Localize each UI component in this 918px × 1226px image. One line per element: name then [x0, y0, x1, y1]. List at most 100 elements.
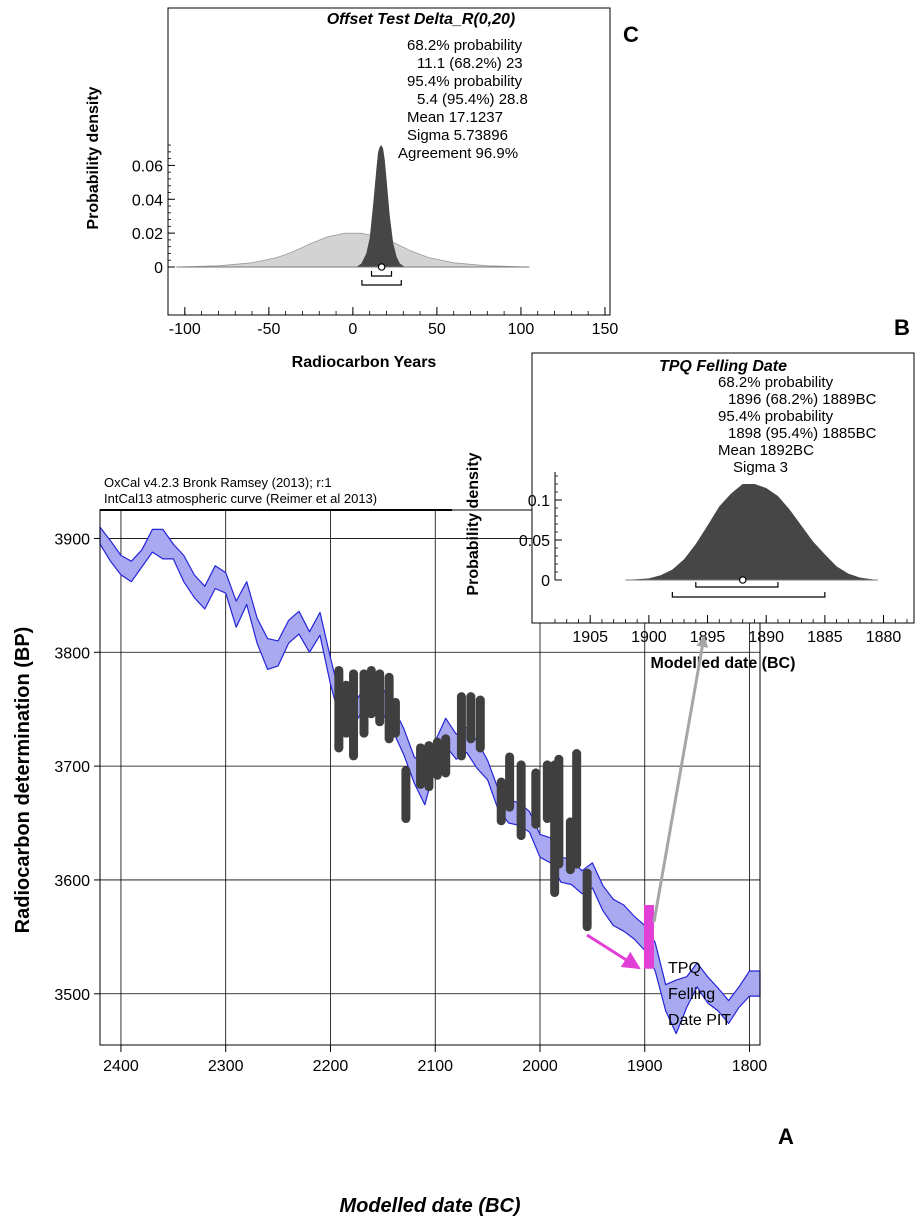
- panel-c-y-tick-label: 0: [154, 260, 163, 277]
- radiocarbon-measurement-bar: [341, 680, 351, 738]
- panel-c-stat-2: 11.1 (68.2%) 23: [417, 55, 523, 72]
- radiocarbon-measurement-bar: [582, 868, 592, 932]
- pit-to-panel-b-arrow: [652, 635, 709, 923]
- panel-b-stat-4: 1898 (95.4%) 1885BC: [728, 425, 877, 442]
- radiocarbon-measurement-bar: [531, 768, 541, 829]
- panel-b-x-tick-label: 1905: [572, 629, 608, 646]
- panel-a-y-tick-label: 3600: [54, 873, 90, 890]
- panel-a-x-tick-label: 2000: [522, 1058, 558, 1075]
- panel-b-range-68-bracket: [695, 582, 779, 588]
- radiocarbon-measurement-bar: [466, 692, 476, 744]
- panel-a-x-tick-label: 2200: [313, 1058, 349, 1075]
- panel-a-x-tick-label: 2300: [208, 1058, 244, 1075]
- panel-a-x-tick-label: 1800: [732, 1058, 768, 1075]
- radiocarbon-measurement-bar: [572, 749, 582, 869]
- panel-c-stat-5: Mean 17.1237: [407, 109, 503, 126]
- panel-b-stat-3: 95.4% probability: [718, 408, 834, 425]
- panel-a-y-tick-label: 3800: [54, 645, 90, 662]
- panel-a-y-tick-label: 3500: [54, 987, 90, 1004]
- panel-b-stat-6: Sigma 3: [733, 459, 788, 476]
- panel-c-mean-marker: [377, 263, 386, 271]
- panel-c-x-tick-label: 0: [348, 321, 357, 338]
- radiocarbon-measurement-bar: [366, 665, 376, 719]
- pit-pointer-arrow: [586, 933, 641, 970]
- panel-b-x-axis-title: Modelled date (BC): [651, 655, 796, 672]
- radiocarbon-measurement-bar: [475, 695, 485, 753]
- radiocarbon-measurement-bar: [456, 692, 466, 761]
- panel-b-range-95-bracket: [671, 592, 826, 598]
- panel-b-stat-2: 1896 (68.2%) 1889BC: [728, 391, 877, 408]
- panel-b-x-tick-label: 1890: [748, 629, 784, 646]
- pit-label-line-3: Date PIT: [668, 1012, 731, 1029]
- panel-b-mean-marker: [738, 576, 747, 584]
- radiocarbon-measurement-bar: [496, 777, 506, 826]
- panel-c-prior-distribution: [176, 232, 530, 268]
- panel-c-y-tick-label: 0.06: [132, 158, 163, 175]
- panel-b-x-tick-label: 1895: [690, 629, 726, 646]
- panel-a-axes: 2400 2300 2200 2100 2000 1900 1800 3500 3600 3700…: [54, 531, 767, 1075]
- panel-b-x-tick-label: 1885: [807, 629, 843, 646]
- panel-b-y-tick-label: 0.1: [528, 493, 550, 510]
- panel-b-title: TPQ Felling Date: [659, 358, 787, 375]
- panel-a-measurement-layer: [334, 665, 654, 969]
- panel-b-letter: B: [894, 315, 910, 340]
- panel-c-stat-4: 5.4 (95.4%) 28.8: [417, 91, 528, 108]
- panel-b-stat-5: Mean 1892BC: [718, 442, 814, 459]
- panel-b-y-tick-label: 0.05: [519, 533, 550, 550]
- panel-a-y-axis-title: Radiocarbon determination (BP): [12, 627, 34, 934]
- panel-c-x-tick-label: 100: [508, 321, 535, 338]
- panel-a-header-line-2: IntCal13 atmospheric curve (Reimer et al…: [104, 491, 377, 506]
- panel-b-x-tick-label: 1880: [866, 629, 902, 646]
- panel-c-stat-3: 95.4% probability: [407, 73, 523, 90]
- pit-label-line-2: Felling: [668, 986, 715, 1003]
- radiocarbon-measurement-bar: [401, 766, 411, 824]
- panel-a-y-tick-label: 3900: [54, 531, 90, 548]
- panel-c-plot: 0 0.02 0.04 0.06 -100 -50 0 50 100 150: [132, 140, 619, 338]
- panel-c: 0 0.02 0.04 0.06 -100 -50 0 50 100 150 Offset Tes…: [85, 7, 639, 371]
- panel-b-y-axis-title: Probability density: [465, 452, 482, 595]
- panel-a-header-line-1: OxCal v4.2.3 Bronk Ramsey (2013); r:1: [104, 475, 332, 490]
- panel-a-x-tick-label: 2400: [103, 1058, 139, 1075]
- panel-c-x-axis-title: Radiocarbon Years: [292, 354, 437, 371]
- radiocarbon-measurement-bar: [432, 737, 442, 780]
- panel-c-x-tick-label: -100: [169, 321, 201, 338]
- panel-c-y-tick-label: 0.02: [132, 226, 163, 243]
- panel-c-letter: C: [623, 22, 639, 47]
- pit-label-line-1: TPQ: [668, 960, 701, 977]
- radiocarbon-measurement-bar: [441, 734, 451, 778]
- panel-c-x-tick-label: -50: [257, 321, 280, 338]
- radiocarbon-measurement-bar: [516, 760, 526, 841]
- panel-c-stat-1: 68.2% probability: [407, 37, 523, 54]
- panel-b: 0 0.05 0.1 1905 1900 1895 1890 1885 1880 TPQ Fel…: [465, 315, 915, 672]
- tpq-felling-date-pit-bar: [643, 904, 654, 969]
- radiocarbon-measurement-bar: [416, 743, 426, 789]
- panel-c-y-axis-title: Probability density: [85, 86, 102, 229]
- panel-a-letter: A: [778, 1124, 794, 1149]
- panel-c-posterior-distribution: [356, 145, 405, 267]
- panel-c-range-95-bracket: [361, 280, 402, 286]
- panel-a: 2400 2300 2200 2100 2000 1900 1800 3500 3600 3700…: [12, 475, 794, 1217]
- radiocarbon-measurement-bar: [390, 697, 400, 738]
- panel-c-stat-7: Agreement 96.9%: [398, 145, 518, 162]
- panel-c-y-tick-label: 0.04: [132, 192, 163, 209]
- panel-c-plot-frame: [167, 7, 611, 316]
- panel-c-stat-6: Sigma 5.73896: [407, 127, 508, 144]
- panel-b-x-tick-label: 1900: [631, 629, 667, 646]
- panel-c-x-tick-label: 150: [592, 321, 619, 338]
- panel-a-x-axis-title: Modelled date (BC): [339, 1195, 520, 1217]
- panel-b-stat-1: 68.2% probability: [718, 374, 834, 391]
- radiocarbon-measurement-bar: [542, 760, 552, 824]
- panel-a-x-tick-label: 2100: [417, 1058, 453, 1075]
- radiocarbon-measurement-bar: [375, 669, 385, 727]
- panel-b-y-tick-label: 0: [541, 573, 550, 590]
- radiocarbon-measurement-bar: [554, 754, 564, 869]
- radiocarbon-measurement-bar: [424, 741, 434, 792]
- panel-a-x-tick-label: 1900: [627, 1058, 663, 1075]
- panel-c-title: Offset Test Delta_R(0,20): [327, 11, 516, 28]
- radiocarbon-measurement-bar: [359, 669, 369, 738]
- radiocarbon-measurement-bar: [334, 665, 344, 753]
- radiocarbon-measurement-bar: [505, 752, 515, 812]
- panel-b-posterior-distribution: [625, 484, 878, 580]
- radiocarbon-measurement-bar: [349, 669, 359, 761]
